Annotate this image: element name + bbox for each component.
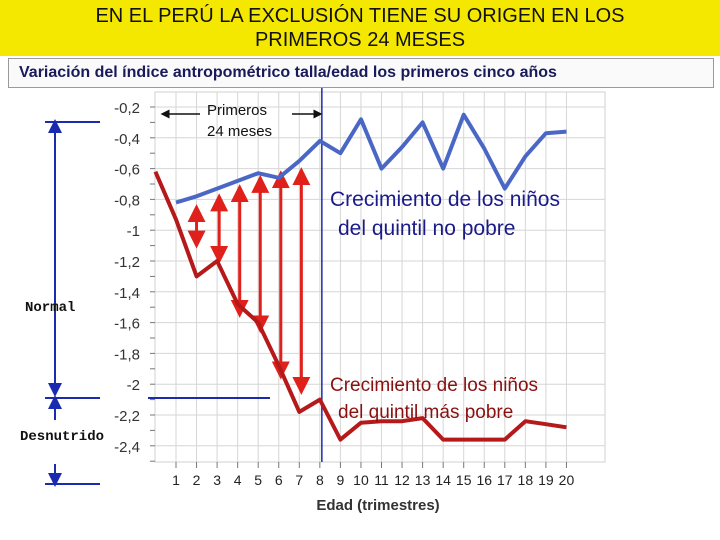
y-tick-label: -0,6: [114, 162, 140, 179]
y-tick-label: -0,8: [114, 192, 140, 209]
x-tick-label: 8: [316, 472, 324, 488]
x-tick-label: 11: [374, 472, 389, 488]
x-tick-label: 3: [213, 472, 221, 488]
x-tick-label: 10: [353, 472, 369, 488]
x-tick-label: 1: [172, 472, 180, 488]
x-tick-label: 14: [435, 472, 451, 488]
x-tick-label: 18: [518, 472, 534, 488]
x-tick-label: 17: [497, 472, 513, 488]
x-tick-label: 20: [559, 472, 575, 488]
y-tick-label: -0,4: [114, 131, 140, 148]
y-tick-label: -1,6: [114, 316, 140, 333]
y-axis-ticks: -0,2 -0,4 -0,6 -0,8 -1 -1,2 -1,4 -1,6 -1,8 -2 -2,2…: [114, 100, 155, 462]
series-label-non-poor-line-1: Crecimiento de los niños: [330, 188, 560, 211]
x-tick-label: 15: [456, 472, 472, 488]
gap-arrows: [187, 167, 311, 395]
x-tick-label: 16: [476, 472, 492, 488]
series-label-non-poor-line-2: del quintil no pobre: [338, 217, 515, 240]
page-title-line-1: EN EL PERÚ LA EXCLUSIÓN TIENE SU ORIGEN …: [95, 5, 625, 27]
series-label-poor-line-2: del quintil más pobre: [338, 402, 513, 423]
y-tick-label: -1,8: [114, 346, 140, 363]
x-tick-label: 19: [538, 472, 554, 488]
x-tick-label: 13: [415, 472, 431, 488]
x-axis-label: Edad (trimestres): [316, 497, 439, 514]
annotation-line-1: Primeros: [207, 102, 267, 119]
series-line-poor: [153, 170, 567, 442]
y-tick-label: -1: [127, 223, 140, 240]
page-title-line-2: PRIMEROS 24 MESES: [254, 29, 466, 51]
x-tick-label: 4: [234, 472, 242, 488]
x-tick-label: 12: [394, 472, 410, 488]
title-banner: EN EL PERÚ LA EXCLUSIÓN TIENE SU ORIGEN …: [0, 0, 720, 56]
x-tick-label: 9: [337, 472, 345, 488]
y-tick-label: -0,2: [114, 100, 140, 117]
desnutrido-label: Desnutrido: [20, 429, 104, 445]
series-label-poor-line-1: Crecimiento de los niños: [330, 375, 538, 396]
subtitle-box: Variación del índice antropométrico tall…: [8, 58, 714, 88]
y-tick-label: -1,2: [114, 254, 140, 271]
x-tick-label: 7: [295, 472, 303, 488]
chart-subtitle: Variación del índice antropométrico tall…: [19, 64, 557, 81]
series-line-non-poor: [175, 112, 567, 205]
x-axis-ticks: 1 2 3 4 5 6 7 8 9 10 11 12 13 14 15 16 17 18 19 20: [172, 462, 574, 488]
x-tick-label: 5: [254, 472, 262, 488]
x-tick-label: 2: [193, 472, 201, 488]
y-tick-label: -1,4: [114, 285, 140, 302]
normal-label: Normal: [25, 300, 75, 316]
annotation-line-2: 24 meses: [207, 123, 272, 140]
side-scale: Normal Desnutrido: [20, 119, 270, 487]
y-tick-label: -2,4: [114, 439, 140, 456]
x-tick-label: 6: [275, 472, 283, 488]
y-tick-label: -2,2: [114, 408, 140, 425]
y-tick-label: -2: [127, 377, 140, 394]
